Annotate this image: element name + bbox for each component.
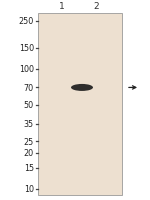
Text: 70: 70 bbox=[24, 84, 34, 92]
Text: 10: 10 bbox=[24, 185, 34, 194]
Text: 2: 2 bbox=[93, 2, 99, 11]
Text: 1: 1 bbox=[59, 2, 65, 11]
Text: 15: 15 bbox=[24, 164, 34, 172]
Text: 250: 250 bbox=[19, 17, 34, 26]
Bar bbox=[38, 14, 122, 195]
Text: 50: 50 bbox=[24, 101, 34, 110]
Text: 150: 150 bbox=[19, 44, 34, 53]
Ellipse shape bbox=[71, 85, 93, 91]
Text: 35: 35 bbox=[24, 120, 34, 128]
Text: 100: 100 bbox=[19, 65, 34, 74]
Text: 25: 25 bbox=[24, 137, 34, 146]
Text: 20: 20 bbox=[24, 149, 34, 158]
